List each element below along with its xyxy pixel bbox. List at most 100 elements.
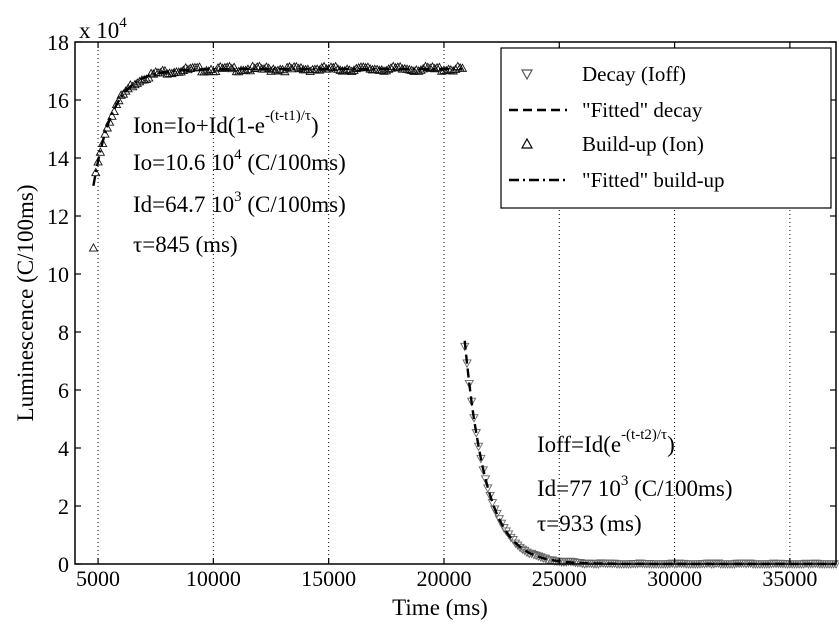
buildup-annotation: Ion=Io+Id(1-e-(t-t1)/τ) Io=10.6 104 (C/1…: [133, 108, 346, 257]
buildup-io: Io=10.6 104 (C/100ms): [133, 147, 346, 175]
data-point: [90, 167, 101, 177]
x-tick-label: 35000: [762, 566, 817, 591]
plot-frame: [74, 41, 837, 565]
y-tick-label: 8: [58, 320, 69, 345]
decay-tau: τ=933 (ms): [537, 511, 642, 536]
data-point: [427, 61, 438, 71]
data-point: [150, 67, 161, 76]
legend-marker-triangle-up: [520, 137, 534, 149]
y-multiplier: x 104: [79, 15, 127, 43]
series-line-decay: [463, 340, 836, 566]
y-tick-label: 0: [58, 552, 69, 577]
data-point: [413, 66, 424, 75]
series-line-buildup: [92, 67, 463, 187]
legend: Decay (Ioff) "Fitted" decay Build-up (Io…: [500, 47, 832, 209]
data-point: [296, 62, 306, 72]
data-point: [346, 66, 357, 76]
legend-entry-fitted-decay: "Fitted" decay: [509, 98, 703, 122]
grid-lines: [97, 42, 791, 564]
data-point: [130, 79, 140, 89]
data-point: [97, 138, 108, 147]
y-tick-label: 18: [47, 30, 69, 55]
data-point: [379, 66, 389, 75]
data-point: [453, 61, 463, 71]
y-axis-label: Luminescence (C/100ms): [13, 185, 38, 422]
data-point: [349, 65, 359, 74]
y-tick-label: 2: [58, 494, 69, 519]
decay-formula: Ioff=Id(e-(t-t2)/τ): [537, 427, 675, 457]
data-point: [448, 65, 458, 75]
data-point: [328, 62, 339, 72]
data-point: [213, 62, 223, 72]
legend-label: Build-up (Ion): [582, 132, 704, 156]
buildup-tau: τ=845 (ms): [133, 232, 238, 257]
data-point: [222, 62, 232, 71]
data-point: [252, 62, 262, 71]
data-point: [425, 63, 435, 72]
data-point: [494, 515, 505, 524]
data-point: [88, 242, 99, 252]
data-point: [496, 519, 507, 529]
legend-entry-buildup: Build-up (Ion): [520, 132, 704, 156]
y-tick-label: 4: [58, 436, 69, 461]
data-point: [141, 74, 152, 83]
data-point: [116, 90, 126, 99]
data-point: [501, 527, 511, 537]
tick-labels: 5000 10000 15000 20000 25000 30000 35000 0 2 4 6 8 1…: [47, 30, 817, 591]
data-point: [517, 545, 528, 555]
y-tick-label: 10: [47, 262, 69, 287]
data-point: [224, 61, 235, 71]
legend-label: Decay (Ioff): [582, 62, 686, 86]
data-point: [114, 95, 124, 105]
data-point: [268, 64, 279, 73]
x-tick-label: 15000: [301, 566, 356, 591]
y-tick-label: 12: [47, 204, 69, 229]
data-point: [261, 62, 272, 71]
legend-label: "Fitted" decay: [582, 98, 703, 122]
data-point: [118, 89, 129, 98]
data-point: [102, 122, 113, 132]
y-tick-label: 16: [47, 88, 69, 113]
data-point: [291, 61, 302, 71]
data-point: [192, 62, 202, 72]
x-tick-label: 5000: [76, 566, 120, 591]
y-tick-label: 6: [58, 378, 69, 403]
decay-annotation: Ioff=Id(e-(t-t2)/τ) Id=77 103 (C/100ms) …: [537, 427, 733, 536]
x-tick-label: 30000: [647, 566, 702, 591]
data-point: [409, 66, 419, 75]
data-point: [515, 543, 525, 553]
data-point: [100, 129, 110, 138]
buildup-id: Id=64.7 103 (C/100ms): [133, 189, 346, 217]
decay-id: Id=77 103 (C/100ms): [537, 473, 733, 501]
data-point: [506, 533, 516, 543]
x-tick-label: 20000: [416, 566, 471, 591]
legend-label: "Fitted" build-up: [582, 168, 725, 192]
data-point: [107, 111, 117, 120]
data-point: [132, 78, 143, 87]
x-tick-label: 10000: [186, 566, 241, 591]
data-point: [492, 509, 502, 519]
legend-marker-triangle-down: [520, 69, 534, 81]
y-tick-label: 14: [47, 146, 69, 171]
data-point: [480, 475, 491, 484]
data-point: [266, 66, 276, 75]
series-decay-points: [459, 342, 839, 569]
legend-entry-fitted-buildup: "Fitted" build-up: [509, 168, 725, 192]
data-point: [464, 379, 475, 389]
data-point: [358, 62, 369, 71]
axis-ticks: [75, 41, 836, 565]
data-point: [229, 62, 239, 72]
data-point: [284, 61, 295, 71]
data-point: [203, 66, 214, 75]
data-point: [282, 62, 292, 72]
x-axis-label: Time (ms): [392, 595, 488, 620]
legend-box: [500, 47, 832, 209]
legend-entry-decay: Decay (Ioff): [520, 62, 686, 86]
buildup-formula: Ion=Io+Id(1-e-(t-t1)/τ): [133, 108, 319, 138]
data-point: [109, 106, 119, 116]
data-point: [247, 61, 258, 71]
data-point: [104, 117, 115, 126]
x-tick-label: 25000: [532, 566, 587, 591]
data-point: [316, 62, 327, 72]
